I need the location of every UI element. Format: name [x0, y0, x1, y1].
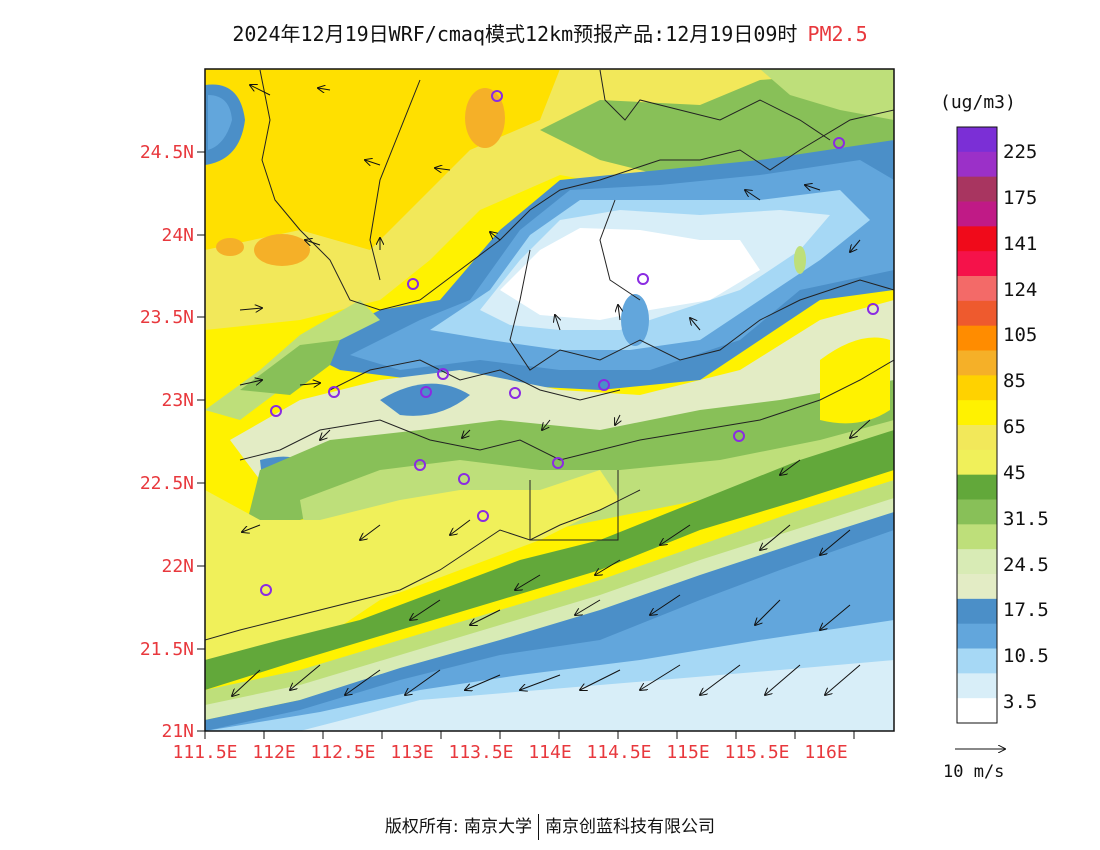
colorbar-swatch — [957, 524, 997, 550]
colorbar-label: 141 — [1003, 233, 1038, 255]
colorbar-swatch — [957, 598, 997, 625]
lat-label: 21N — [161, 721, 194, 742]
lat-label: 24.5N — [140, 142, 194, 163]
colorbar-label: 124 — [1003, 279, 1038, 301]
lon-label: 111.5E — [172, 742, 237, 763]
colorbar-swatch — [957, 350, 997, 376]
colorbar-swatch — [957, 226, 997, 252]
footer-left: 版权所有: 南京大学 — [384, 817, 533, 837]
colorbar-label: 65 — [1003, 416, 1026, 438]
colorbar-label: 225 — [1003, 141, 1038, 163]
lon-label: 113E — [390, 742, 433, 763]
lon-label: 116E — [804, 742, 847, 763]
colorbar-label: 3.5 — [1003, 691, 1038, 713]
colorbar-swatch — [957, 276, 997, 302]
colorbar-label: 175 — [1003, 187, 1038, 209]
lat-label: 22.5N — [140, 473, 194, 494]
lon-label: 113.5E — [448, 742, 513, 763]
colorbar-swatch — [957, 474, 997, 500]
colorbar-label: 10.5 — [1003, 645, 1049, 667]
colorbar-swatch — [957, 400, 997, 426]
colorbar-swatch — [957, 425, 997, 451]
colorbar-swatch — [957, 251, 997, 277]
colorbar-swatch — [957, 375, 997, 401]
colorbar-label: 31.5 — [1003, 508, 1049, 530]
colorbar-swatch — [957, 176, 997, 202]
lon-label: 114.5E — [586, 742, 651, 763]
lon-label: 112.5E — [310, 742, 375, 763]
lat-label: 23.5N — [140, 307, 194, 328]
longitude-axis: 111.5E 112E 112.5E 113E 113.5E 114E 114.… — [172, 742, 847, 763]
colorbar-label: 17.5 — [1003, 599, 1049, 621]
colorbar-swatch — [957, 127, 997, 153]
colorbar-swatch — [957, 499, 997, 525]
colorbar-swatch — [957, 449, 997, 476]
colorbar-swatch — [957, 673, 997, 699]
colorbar-swatch — [957, 648, 997, 674]
colorbar — [957, 127, 997, 724]
colorbar-swatch — [957, 300, 997, 327]
colorbar-swatch — [957, 325, 997, 351]
colorbar-swatch — [957, 623, 997, 649]
wind-vectors — [232, 85, 871, 696]
colorbar-label: 45 — [1003, 462, 1026, 484]
lat-label: 21.5N — [140, 639, 194, 660]
footer-right: 南京创蓝科技有限公司 — [545, 817, 716, 837]
lat-label: 24N — [161, 225, 194, 246]
colorbar-label: 24.5 — [1003, 554, 1049, 576]
copyright-footer: 版权所有: 南京大学 南京创蓝科技有限公司 — [0, 812, 1100, 840]
title-variable: PM2.5 — [807, 22, 868, 46]
colorbar-swatch — [957, 698, 997, 724]
pm25-field — [205, 69, 894, 731]
lon-label: 115.5E — [724, 742, 789, 763]
vector-legend-label: 10 m/s — [943, 762, 1005, 782]
lat-label: 23N — [161, 390, 194, 411]
title-main: 2024年12月19日WRF/cmaq模式12km预报产品:12月19日09时 — [232, 22, 798, 46]
colorbar-unit: (ug/m3) — [940, 92, 1016, 113]
lat-label: 22N — [161, 556, 194, 577]
lon-label: 115E — [666, 742, 709, 763]
lon-label: 114E — [528, 742, 571, 763]
colorbar-swatch — [957, 201, 997, 227]
colorbar-label: 105 — [1003, 324, 1038, 346]
footer-separator — [538, 814, 540, 840]
chart-title: 2024年12月19日WRF/cmaq模式12km预报产品:12月19日09时 P… — [0, 18, 1100, 47]
colorbar-swatch — [957, 549, 997, 575]
colorbar-swatch — [957, 151, 997, 178]
latitude-axis: 21N 21.5N 22N 22.5N 23N 23.5N 24N 24.5N — [140, 142, 194, 742]
colorbar-label: 85 — [1003, 370, 1026, 392]
city-markers — [260, 90, 879, 596]
colorbar-swatch — [957, 574, 997, 600]
lon-label: 112E — [252, 742, 295, 763]
